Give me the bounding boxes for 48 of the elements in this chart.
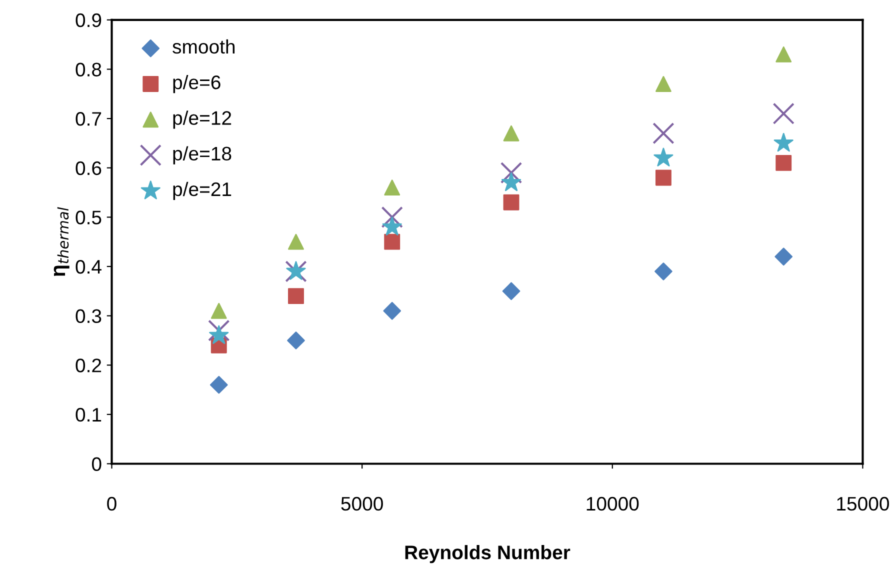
point [774, 132, 794, 152]
point [776, 154, 792, 171]
x-tick-label: 10000 [586, 496, 639, 511]
y-tick-label: 0.1 [76, 408, 102, 422]
y-tick-label: 0.6 [76, 161, 102, 176]
point [209, 325, 229, 344]
point [503, 125, 520, 142]
point [500, 162, 522, 184]
point [210, 376, 228, 394]
y-tick-label: 0.7 [76, 112, 102, 126]
point [381, 206, 403, 228]
point [383, 302, 402, 320]
y-tick-label: 0 [92, 457, 102, 471]
point [287, 332, 305, 350]
point [776, 46, 792, 62]
x-tick-label: 0 [107, 496, 116, 511]
legend-label: smooth [172, 39, 235, 54]
point [654, 262, 672, 280]
y-tick-label: 0.2 [76, 358, 102, 372]
point [772, 102, 794, 124]
legend-label: p/e=6 [173, 74, 220, 94]
point [384, 234, 400, 250]
point [288, 234, 304, 250]
legend-label: p/e=21 [173, 182, 232, 200]
point [208, 320, 230, 342]
x-axis-title: Reynolds Number [405, 545, 570, 564]
y-tick-label: 0.5 [76, 210, 102, 224]
y-axis-title: η$_{thermal}$ [54, 207, 70, 276]
y-tick-label: 0.9 [76, 13, 102, 28]
point [502, 282, 520, 300]
point [382, 216, 402, 236]
point [501, 172, 522, 192]
y-tick-label: 0.3 [76, 309, 102, 324]
y-tick-label: 0.8 [76, 62, 102, 76]
point [210, 302, 227, 319]
point [655, 170, 672, 186]
y-tick-label: 0.4 [76, 260, 102, 274]
point [384, 180, 400, 196]
x-tick-label: 15000 [837, 496, 889, 511]
point [288, 288, 304, 304]
point [503, 194, 520, 210]
point [654, 148, 674, 166]
point [655, 76, 672, 92]
x-tick-label: 5000 [341, 496, 383, 511]
point [774, 248, 793, 266]
legend-label: p/e=12 [173, 110, 232, 129]
point [652, 122, 674, 144]
legend-label: p/e=18 [173, 146, 232, 164]
